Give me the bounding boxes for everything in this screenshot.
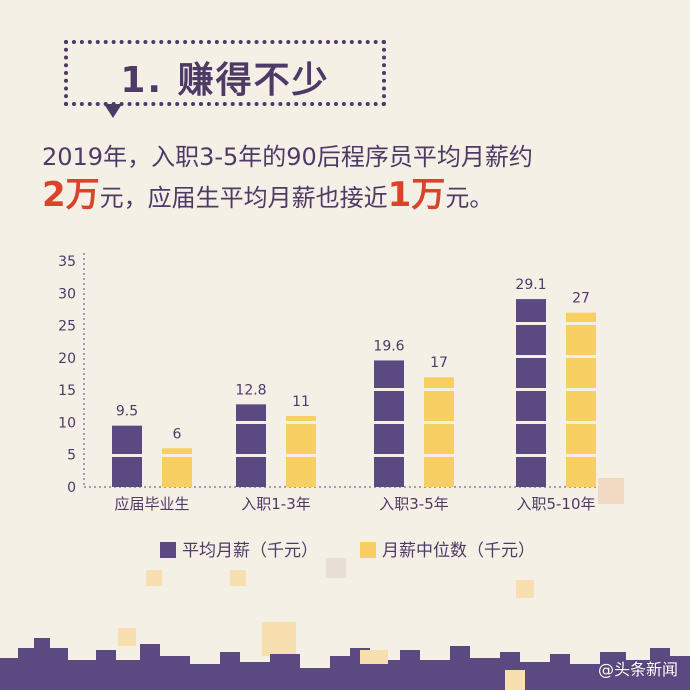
bar-segment-gap: [374, 454, 404, 457]
decor-square: [262, 622, 296, 656]
y-tick-label: 5: [67, 448, 76, 464]
x-tick-label: 入职3-5年: [379, 495, 449, 513]
y-tick-label: 25: [58, 319, 76, 335]
x-tick-label: 应届毕业生: [114, 495, 189, 513]
bar-avg: [236, 404, 266, 487]
bar-segment-gap: [286, 421, 316, 424]
subtitle-mid: 元，应届生平均月薪也接近: [99, 184, 388, 212]
bar-segment-gap: [516, 322, 546, 325]
bar-segment-gap: [374, 421, 404, 424]
data-label: 12.8: [235, 382, 266, 398]
bar-segment-gap: [566, 421, 596, 424]
title-box: 1. 赚得不少: [64, 40, 386, 106]
data-label: 17: [430, 355, 448, 371]
y-tick-label: 10: [58, 415, 76, 431]
bar-median: [286, 415, 316, 487]
legend-label-median: 月薪中位数（千元）: [382, 541, 535, 561]
subtitle: 2019年，入职3-5年的90后程序员平均月薪约 2万元，应届生平均月薪也接近1…: [42, 138, 662, 217]
bar-segment-gap: [516, 355, 546, 358]
bar-segment-gap: [516, 454, 546, 457]
bar-segment-gap: [162, 454, 192, 457]
legend-swatch-avg: [160, 542, 176, 558]
bar-segment-gap: [424, 388, 454, 391]
bar-segment-gap: [516, 421, 546, 424]
legend-item-avg: 平均月薪（千元）: [160, 536, 318, 561]
legend-swatch-median: [360, 542, 376, 558]
subtitle-highlight-2: 1万: [387, 175, 446, 215]
bar-segment-gap: [424, 454, 454, 457]
bar-segment-gap: [236, 454, 266, 457]
bar-segment-gap: [566, 454, 596, 457]
subtitle-end: 元。: [445, 184, 494, 212]
decor-square: [230, 570, 246, 586]
bar-segment-gap: [424, 421, 454, 424]
bar-segment-gap: [374, 388, 404, 391]
data-label: 27: [572, 291, 590, 307]
legend-item-median: 月薪中位数（千元）: [360, 536, 535, 561]
watermark: @头条新闻: [597, 660, 678, 679]
subtitle-line1: 2019年，入职3-5年的90后程序员平均月薪约: [42, 143, 533, 171]
bar-median: [566, 312, 596, 487]
page-title: 1. 赚得不少: [120, 60, 330, 101]
y-tick-label: 20: [58, 351, 76, 367]
bar-avg: [516, 299, 546, 487]
title-box-tail: [104, 104, 122, 118]
data-label: 11: [292, 394, 310, 410]
bar-chart: 0 5 10 15 20 25 30 35 9.5 6 应届毕业生 12.8 11 入职1-3年 19.6 1…: [58, 253, 610, 513]
y-tick-label: 0: [67, 480, 76, 496]
bar-segment-gap: [566, 355, 596, 358]
bar-segment-gap: [566, 388, 596, 391]
y-tick-label: 15: [58, 383, 76, 399]
decor-square: [598, 478, 624, 504]
bar-segment-gap: [566, 322, 596, 325]
data-label: 6: [173, 426, 182, 442]
decor-square: [326, 558, 346, 578]
x-tick-label: 入职1-3年: [241, 495, 311, 513]
bar-segment-gap: [286, 454, 316, 457]
x-tick-label: 入职5-10年: [516, 495, 595, 513]
decor-square: [146, 570, 162, 586]
y-tick-label: 35: [58, 254, 76, 270]
data-label: 9.5: [116, 404, 138, 420]
data-label: 19.6: [373, 338, 404, 354]
y-tick-label: 30: [58, 286, 76, 302]
subtitle-highlight-1: 2万: [42, 175, 100, 215]
bar-segment-gap: [112, 454, 142, 457]
bar-segment-gap: [236, 421, 266, 424]
bar-segment-gap: [516, 388, 546, 391]
decor-square: [118, 628, 136, 646]
pixel-skyline: [0, 638, 690, 690]
legend-label-avg: 平均月薪（千元）: [182, 541, 318, 561]
bar-median: [424, 377, 454, 487]
decor-square: [516, 580, 534, 598]
data-label: 29.1: [515, 277, 546, 293]
